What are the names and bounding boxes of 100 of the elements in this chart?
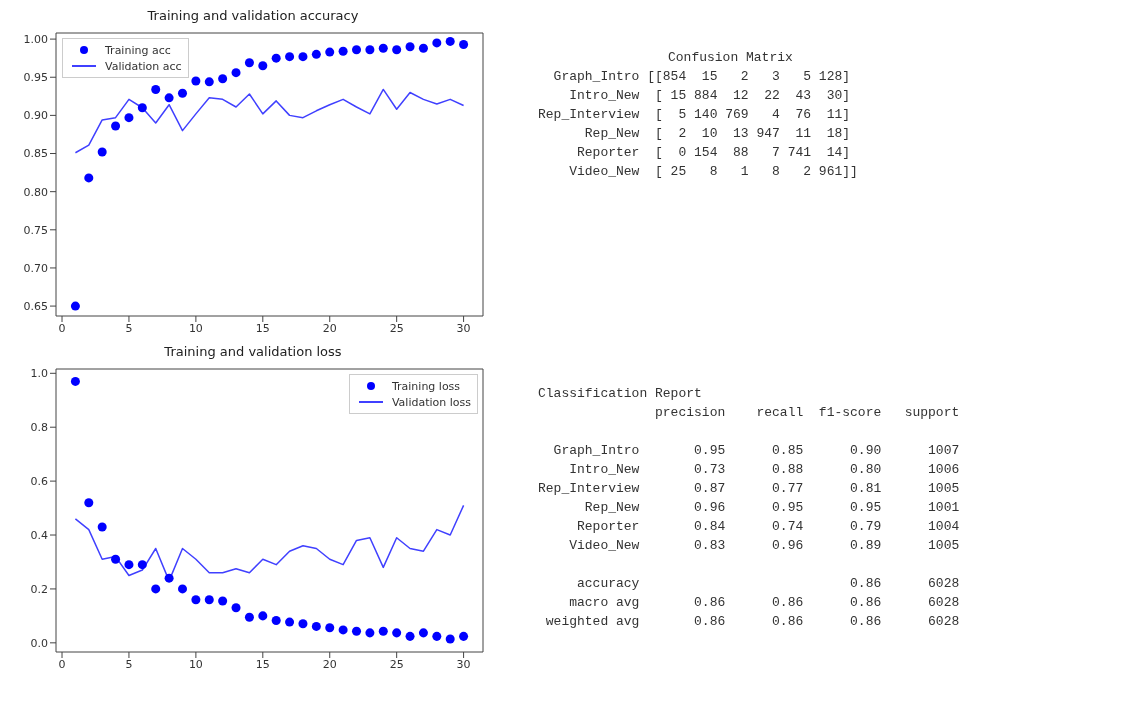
point	[151, 584, 161, 594]
point	[405, 631, 415, 641]
point	[177, 584, 188, 594]
point	[325, 623, 335, 633]
text: Video_New [ 25 8 1 8 2 961]]	[568, 163, 859, 181]
x-tick-label: 0	[58, 321, 66, 335]
point	[405, 42, 415, 52]
chart-title: Training and validation accuracy	[146, 8, 360, 25]
point	[204, 595, 214, 605]
point	[378, 43, 388, 53]
point	[298, 619, 308, 629]
text: Reporter 0.84 0.74 0.79 1004	[576, 518, 961, 536]
y-tick-label: 0.85	[23, 147, 48, 161]
point	[271, 615, 281, 625]
text: Rep_New [ 2 10 13 947 11 18]	[583, 125, 852, 143]
point	[285, 52, 295, 62]
point	[151, 84, 161, 94]
text: Rep_New 0.96 0.95 0.95 1001	[583, 499, 961, 517]
text: Rep_Interview 0.87 0.77 0.81 1005	[538, 480, 961, 498]
point	[392, 45, 402, 55]
point	[271, 53, 281, 63]
point	[325, 47, 335, 57]
y-tick-label: 0.95	[23, 71, 48, 85]
y-tick-label: 1.00	[23, 33, 48, 47]
point	[365, 45, 375, 55]
point	[137, 103, 147, 113]
y-tick-label: 0.8	[30, 421, 48, 435]
point	[459, 39, 469, 49]
y-tick-label: 0.2	[30, 582, 48, 596]
point	[378, 626, 388, 636]
x-tick-label: 5	[125, 657, 133, 671]
x-tick-label: 30	[456, 657, 471, 671]
point	[298, 52, 308, 62]
y-tick-label: 1.0	[30, 367, 48, 381]
text: Classification Report	[538, 385, 703, 403]
legend-label: Training loss	[391, 379, 461, 393]
point	[137, 560, 147, 570]
text: Reporter [ 0 154 88 7 741 14]	[576, 144, 852, 162]
x-tick-label: 15	[255, 657, 270, 671]
point	[365, 628, 375, 638]
x-tick-label: 20	[322, 321, 337, 335]
text: Intro_New [ 15 884 12 22 43 30]	[568, 87, 852, 105]
point	[218, 74, 228, 84]
point	[204, 77, 214, 87]
point	[244, 612, 254, 622]
point	[432, 631, 442, 641]
point	[311, 621, 321, 631]
text: Rep_Interview [ 5 140 769 4 76 11]	[538, 106, 852, 124]
line-series	[74, 88, 465, 154]
point	[258, 61, 268, 71]
legend-label: Training acc	[105, 43, 171, 57]
x-tick-label: 25	[389, 321, 404, 335]
x-tick-label: 25	[389, 657, 404, 671]
point	[70, 376, 80, 386]
y-tick-label: 0.70	[23, 261, 48, 275]
legend-label: Validation loss	[391, 395, 471, 409]
point	[338, 625, 348, 635]
text: Confusion Matrix	[667, 49, 794, 67]
point	[164, 573, 174, 583]
text: Graph_Intro 0.95 0.85 0.90 1007	[552, 442, 961, 460]
y-tick-label: 0.90	[23, 109, 48, 123]
point	[459, 631, 469, 641]
text: Video_New 0.83 0.96 0.89 1005	[568, 537, 961, 555]
point	[418, 43, 428, 53]
text: Graph_Intro [[854 15 2 3 5 128]	[552, 68, 852, 86]
x-tick-label: 15	[255, 321, 270, 335]
y-tick-label: 0.0	[30, 636, 48, 650]
x-tick-label: 20	[322, 657, 337, 671]
point	[351, 45, 362, 55]
point	[97, 522, 107, 532]
text: Intro_New 0.73 0.88 0.80 1006	[568, 461, 961, 479]
point	[231, 603, 241, 613]
y-tick-label: 0.6	[30, 475, 48, 489]
point	[70, 301, 80, 311]
point	[164, 93, 174, 103]
y-tick-label: 0.65	[23, 299, 48, 313]
y-tick-label: 0.75	[23, 223, 48, 237]
point	[231, 68, 241, 78]
point	[392, 628, 402, 638]
point	[177, 88, 188, 98]
point	[418, 628, 428, 638]
point	[338, 46, 348, 56]
point	[432, 38, 442, 48]
point	[311, 49, 321, 59]
point	[218, 596, 228, 606]
point	[351, 626, 362, 636]
x-tick-label: 10	[188, 657, 203, 671]
x-tick-label: 30	[456, 321, 471, 335]
point	[244, 58, 254, 68]
point	[258, 611, 268, 621]
point	[445, 36, 455, 46]
point	[285, 617, 295, 627]
point	[97, 147, 107, 157]
x-tick-label: 10	[188, 321, 203, 335]
point	[124, 113, 134, 123]
x-tick-label: 5	[125, 321, 133, 335]
legend-label: Validation acc	[105, 59, 182, 73]
chart-title: Training and validation loss	[163, 344, 343, 361]
text: accuracy 0.86 6028	[576, 575, 961, 593]
point	[445, 634, 455, 644]
